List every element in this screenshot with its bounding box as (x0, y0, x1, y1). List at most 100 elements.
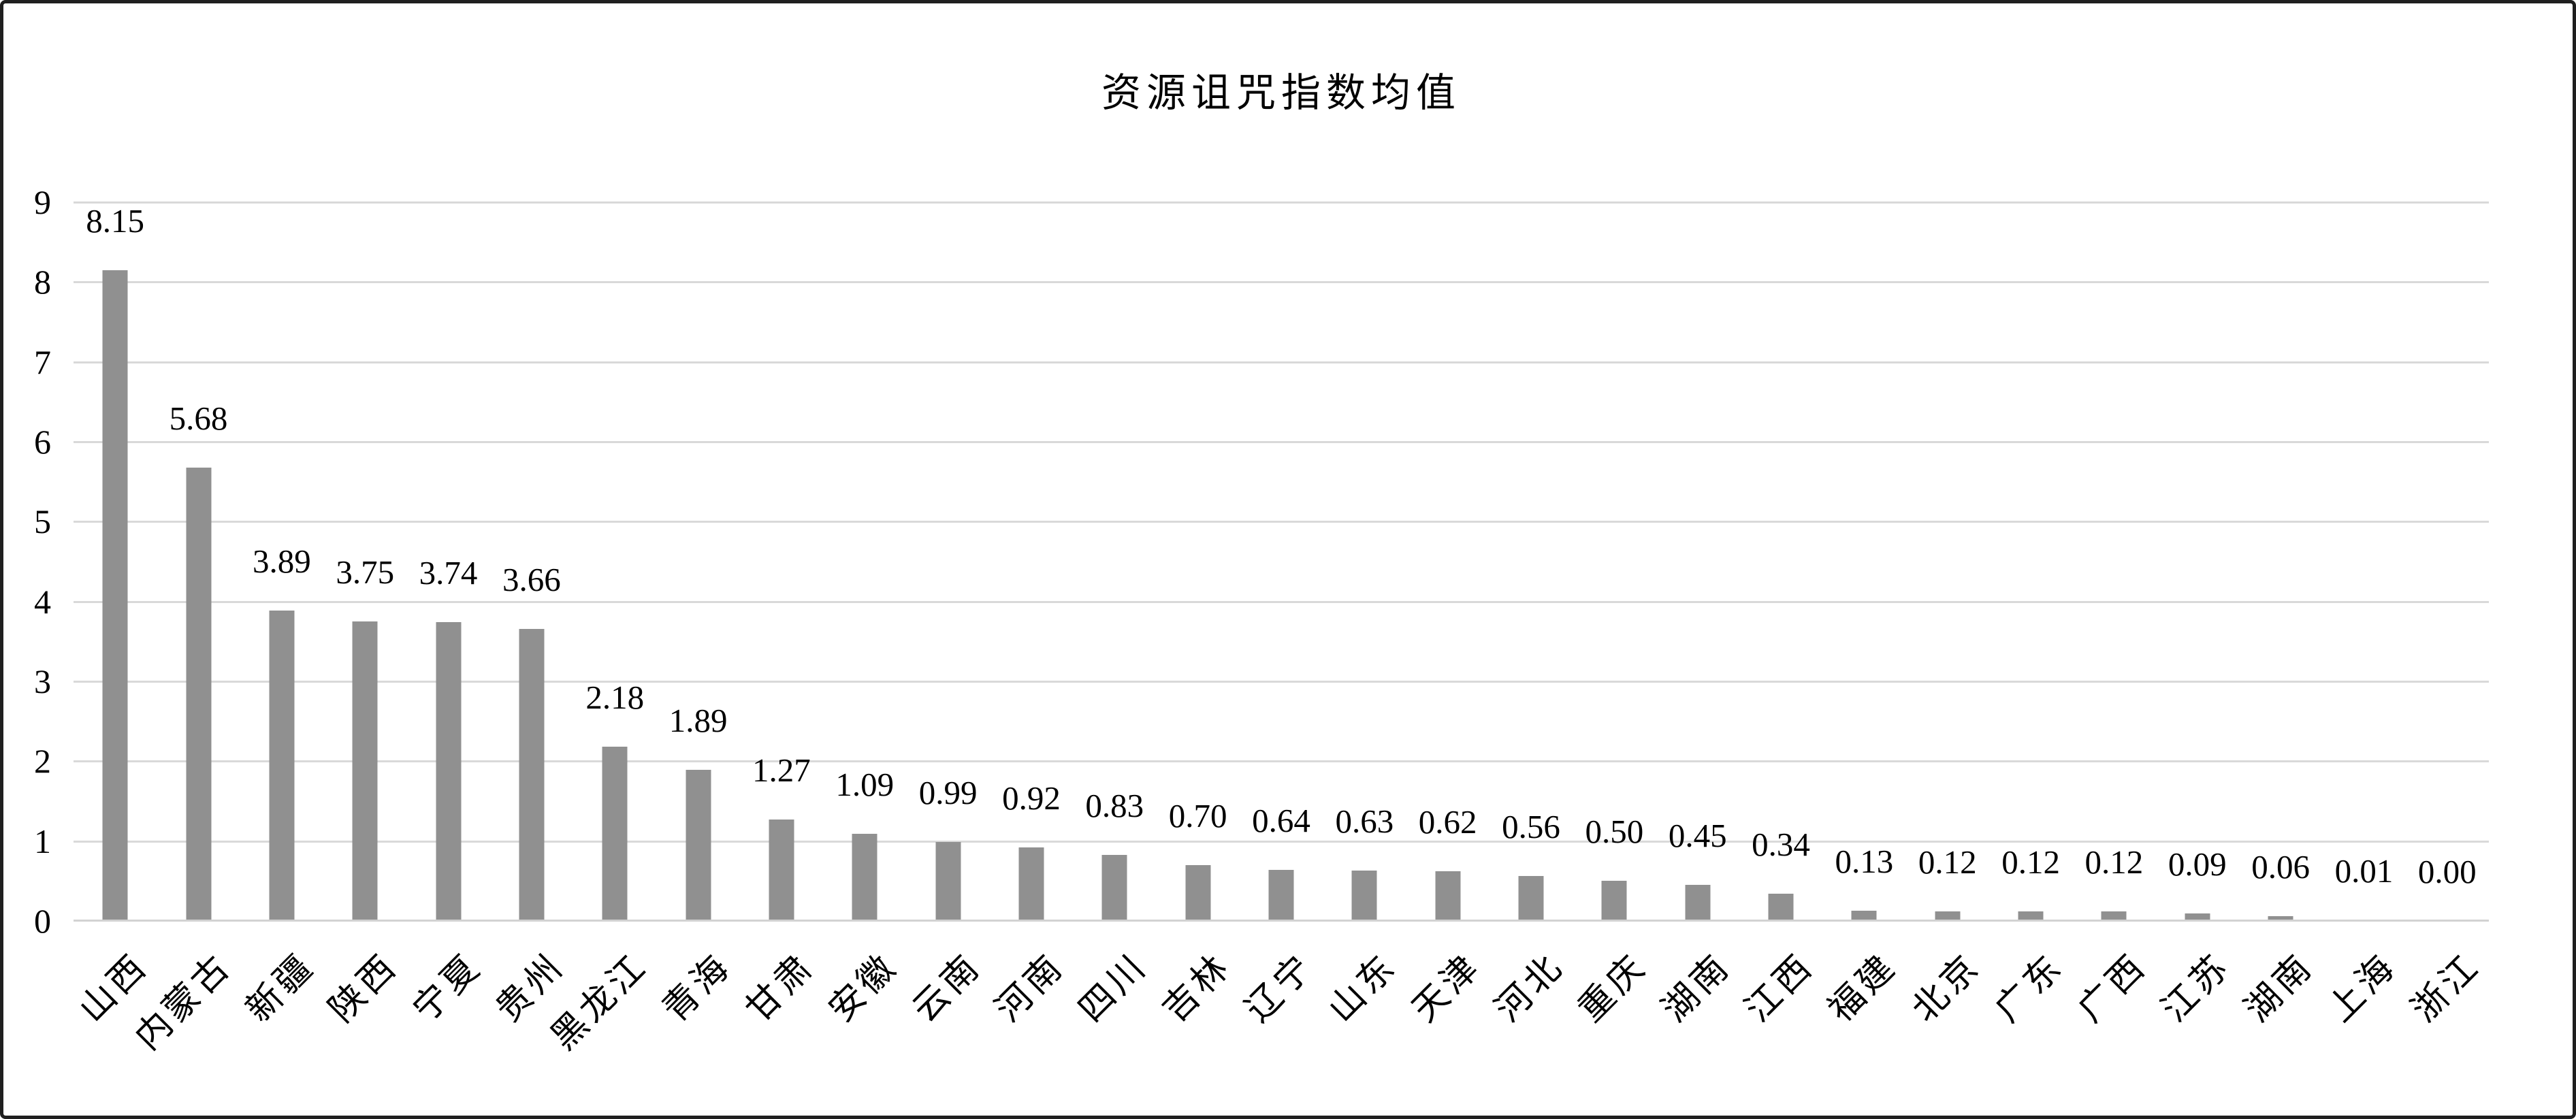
x-axis-label: 甘肃 (739, 946, 822, 1030)
x-axis-label: 新疆 (239, 946, 323, 1030)
bar (686, 770, 711, 921)
category-cell: 0.56 河北 (1488, 202, 1573, 1030)
bar-value-label: 5.68 (169, 400, 228, 437)
bar-value-label: 0.00 (2417, 853, 2477, 890)
y-axis-tick-label: 8 (34, 263, 51, 302)
y-axis: 0 1 2 3 4 5 6 7 8 9 (3, 183, 51, 940)
category-cell: 0.63 山东 (1322, 202, 1406, 1030)
bar-value-label: 8.15 (86, 202, 145, 240)
category-cell: 0.92 河南 (988, 202, 1073, 1030)
bar-value-label: 0.70 (1168, 797, 1227, 834)
category-cell: 0.12 广西 (2072, 202, 2155, 1030)
bar-value-label: 0.62 (1418, 803, 1477, 841)
bar-value-label: 3.66 (502, 561, 561, 598)
x-axis-label: 福建 (1821, 946, 1905, 1030)
bar (852, 834, 878, 921)
category-cell: 0.70 吉林 (1155, 202, 1239, 1030)
y-axis-tick-label: 1 (34, 822, 51, 860)
bar (2268, 916, 2293, 921)
gridline (74, 600, 2489, 603)
bar (186, 468, 212, 921)
gridline (74, 681, 2489, 683)
x-axis-line (74, 920, 2489, 922)
bar (519, 629, 545, 921)
y-axis-tick-label: 9 (34, 183, 51, 221)
x-axis-label: 广西 (2071, 946, 2155, 1030)
x-axis-label: 湖南 (1654, 946, 1739, 1030)
bar-value-label: 0.12 (1918, 843, 1977, 881)
x-axis-label: 北京 (1904, 946, 1989, 1030)
x-axis-label: 四川 (1072, 946, 1155, 1030)
category-cell: 1.89 青海 (656, 202, 739, 1030)
category-cell: 0.62 天津 (1405, 202, 1490, 1030)
y-axis-tick-label: 6 (34, 423, 51, 461)
y-axis-tick-label: 0 (34, 902, 51, 940)
category-cell: 0.45 湖南 (1655, 202, 1739, 1030)
category-cell: 3.74 宁夏 (406, 202, 489, 1030)
bar-value-label: 0.09 (2168, 845, 2227, 883)
category-cell: 0.12 北京 (1905, 202, 1989, 1030)
y-axis-tick-label: 7 (34, 342, 51, 381)
bar (1768, 894, 1794, 921)
x-axis-label: 青海 (655, 946, 739, 1030)
x-axis-label: 河南 (988, 946, 1072, 1030)
bar (1101, 855, 1127, 921)
bar (1518, 876, 1544, 921)
y-axis-tick-label: 4 (34, 582, 51, 621)
x-axis-label: 陕西 (322, 946, 406, 1030)
gridline (74, 840, 2489, 843)
bar (2018, 911, 2044, 921)
bar-value-label: 0.45 (1668, 817, 1727, 854)
bar (2185, 913, 2210, 921)
bar-value-label: 0.63 (1335, 802, 1394, 840)
bar (1351, 871, 1377, 921)
bar-value-label: 0.99 (918, 774, 978, 811)
x-axis-label: 浙江 (2404, 946, 2488, 1030)
bar (352, 621, 378, 921)
category-cell: 0.06 湖南 (2238, 202, 2322, 1030)
bar (1268, 870, 1294, 921)
bar (769, 820, 794, 921)
x-axis-label: 安徽 (822, 946, 905, 1030)
category-cell: 0.34 江西 (1738, 202, 1822, 1030)
bar (269, 611, 295, 921)
category-cell: 2.18 黑龙江 (544, 202, 656, 1058)
x-axis-label: 湖南 (2238, 946, 2321, 1030)
bar (1601, 881, 1627, 921)
category-cell: 0.01 上海 (2321, 202, 2405, 1030)
x-axis-label: 山东 (1321, 946, 1405, 1030)
bar-value-label: 0.56 (1502, 808, 1560, 845)
bar-value-label: 0.83 (1085, 787, 1144, 824)
x-axis-label: 上海 (2321, 946, 2405, 1030)
x-axis-label: 江西 (1738, 946, 1822, 1030)
bar-value-label: 0.92 (1002, 779, 1061, 817)
category-cell: 5.68 内蒙古 (128, 202, 240, 1058)
bar-value-label: 3.74 (419, 554, 478, 591)
category-cell: 3.75 陕西 (322, 202, 406, 1030)
bar (1435, 871, 1461, 921)
plot-area: 8.15 山西 5.68 内蒙古 3.89 新疆 3.75 陕西 3.74 宁夏 3.66 贵州 2.1… (72, 201, 2489, 1058)
bar-value-label: 3.75 (336, 553, 395, 591)
category-cell: 0.09 江苏 (2155, 202, 2239, 1030)
bar-value-label: 0.34 (1752, 826, 1810, 863)
bar (1685, 885, 1711, 921)
gridline (74, 361, 2489, 363)
bar-value-label: 0.12 (2084, 843, 2144, 881)
bar-value-label: 1.09 (835, 766, 895, 803)
x-axis-label: 辽宁 (1238, 946, 1322, 1030)
category-cell: 8.15 山西 (72, 202, 157, 1030)
gridline (74, 760, 2489, 763)
bar (436, 622, 462, 921)
y-axis-tick-label: 2 (34, 742, 51, 781)
y-axis-tick-label: 5 (34, 502, 51, 541)
x-axis-label: 重庆 (1571, 946, 1655, 1030)
bar (1851, 911, 1877, 921)
gridline (74, 201, 2489, 204)
bar-value-label: 2.18 (585, 679, 645, 716)
category-cell: 0.99 云南 (905, 202, 989, 1030)
bar-value-label: 0.13 (1835, 843, 1894, 880)
category-cell: 3.89 新疆 (239, 202, 323, 1030)
category-cell: 0.64 辽宁 (1238, 202, 1323, 1030)
category-cell: 0.00 浙江 (2404, 202, 2489, 1030)
